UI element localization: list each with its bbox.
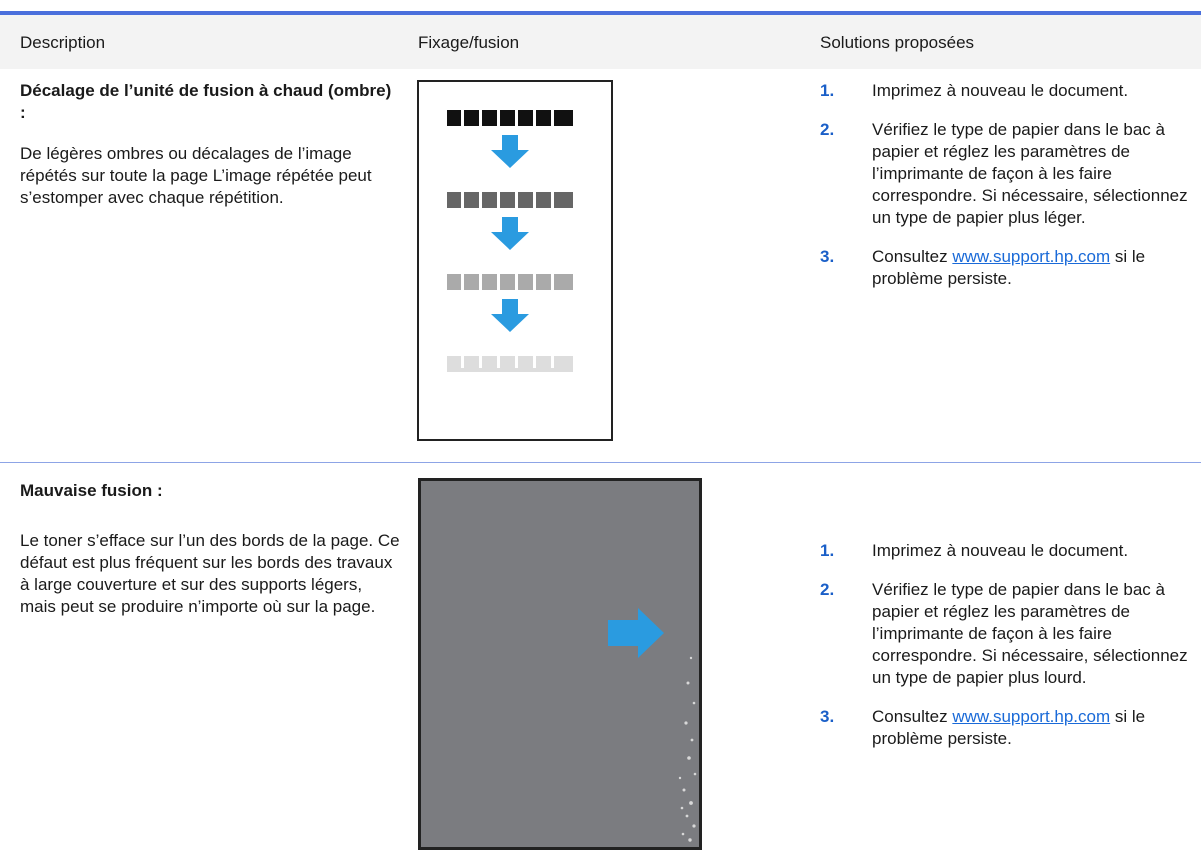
top-rule xyxy=(0,11,1201,15)
poor-fusing-illustration xyxy=(418,478,702,850)
item-number: 3. xyxy=(820,707,835,726)
solutions: 1. Imprimez à nouveau le document. 2. Vérif… xyxy=(820,540,1195,767)
table-header: Description Fixage/fusion Solutions prop… xyxy=(0,15,1201,69)
item-number: 2. xyxy=(820,120,835,139)
solution-item: 1. Imprimez à nouveau le document. xyxy=(820,540,1195,562)
row-description: De légères ombres ou décalages de l’imag… xyxy=(20,144,372,207)
item-number: 2. xyxy=(820,580,835,599)
support-link[interactable]: www.support.hp.com xyxy=(952,247,1111,266)
support-link[interactable]: www.support.hp.com xyxy=(952,707,1111,726)
item-text: Consultez xyxy=(872,247,948,266)
item-number: 1. xyxy=(820,541,835,560)
ghosting-illustration xyxy=(417,80,613,441)
solution-item: 3. Consultez www.support.hp.com si le pro… xyxy=(820,706,1195,750)
item-number: 1. xyxy=(820,81,835,100)
header-cell: Solutions proposées xyxy=(820,33,975,52)
solution-item: 3. Consultez www.support.hp.com si le pro… xyxy=(820,246,1195,290)
item-number: 3. xyxy=(820,247,835,266)
item-text: Imprimez à nouveau le document. xyxy=(872,541,1129,560)
item-text: Consultez xyxy=(872,707,948,726)
row-title: Décalage de l’unité de fusion à chaud (o… xyxy=(20,81,392,122)
item-text: Vérifiez le type de papier dans le bac à… xyxy=(872,580,1188,687)
header-cell: Description xyxy=(20,33,106,52)
item-text: Imprimez à nouveau le document. xyxy=(872,81,1129,100)
header-cell: Fixage/fusion xyxy=(418,33,520,52)
solution-item: 2. Vérifiez le type de papier dans le bac… xyxy=(820,119,1195,229)
item-text: si le problème persiste. xyxy=(872,707,1146,748)
solutions: 1. Imprimez à nouveau le document. 2. Vérif… xyxy=(820,80,1195,307)
item-text: si le problème persiste. xyxy=(872,247,1146,288)
row-description: Le toner s’efface sur l’un des bords de … xyxy=(20,531,400,616)
solution-item: 2. Vérifiez le type de papier dans le bac… xyxy=(820,579,1195,689)
item-text: Vérifiez le type de papier dans le bac à… xyxy=(872,120,1188,227)
row-title: Mauvaise fusion : xyxy=(20,481,163,500)
row-separator xyxy=(0,462,1201,463)
solution-item: 1. Imprimez à nouveau le document. xyxy=(820,80,1195,102)
